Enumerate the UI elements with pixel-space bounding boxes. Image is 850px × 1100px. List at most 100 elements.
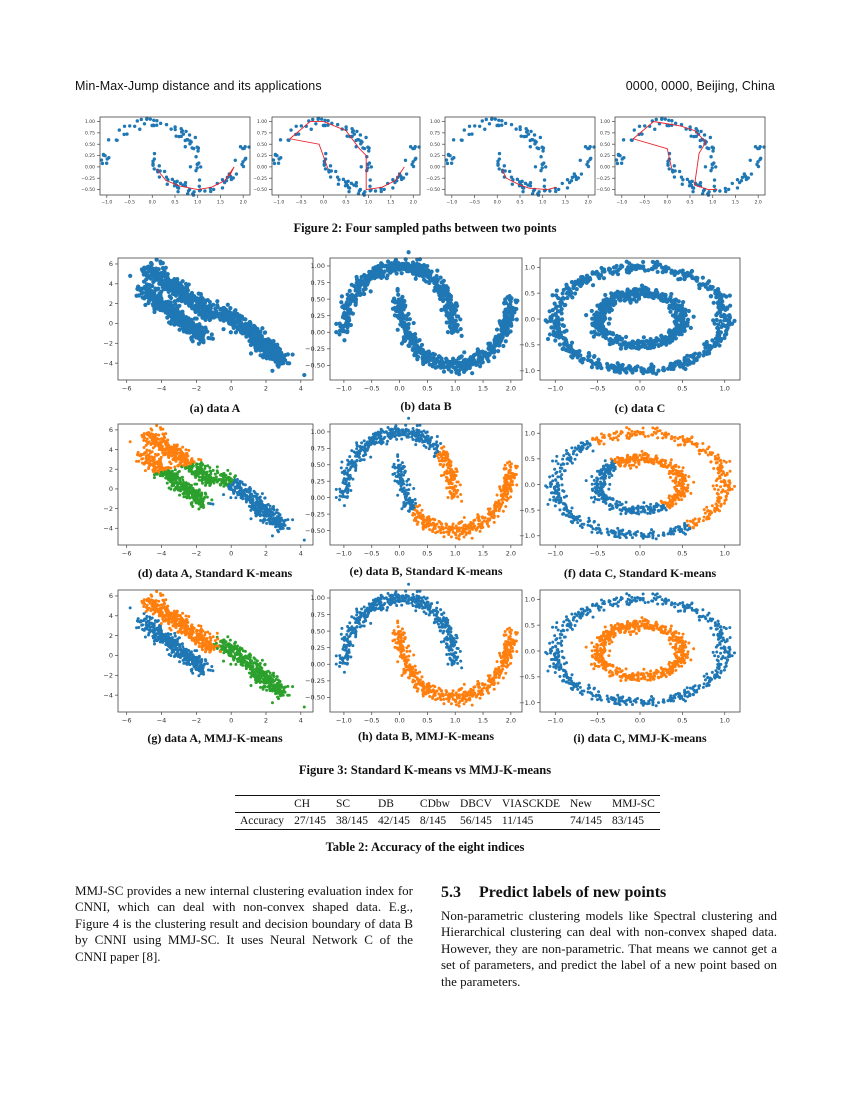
data-point: [535, 146, 539, 150]
data-point: [339, 294, 345, 299]
data-point: [106, 138, 111, 142]
data-point: [599, 265, 604, 271]
data-point: [154, 466, 158, 470]
data-point: [671, 361, 676, 367]
data-point: [628, 300, 633, 305]
data-point: [459, 138, 464, 142]
data-point: [613, 265, 618, 270]
data-point: [540, 162, 544, 167]
data-point: [209, 332, 214, 337]
data-point: [243, 157, 247, 162]
data-point: [541, 149, 545, 153]
data-point: [651, 295, 656, 300]
data-point: [539, 168, 543, 173]
data-point: [150, 302, 155, 307]
data-point: [213, 306, 218, 311]
data-point: [435, 268, 440, 273]
data-point: [623, 294, 629, 299]
data-point: [503, 339, 508, 344]
data-point: [574, 286, 579, 292]
data-point: [704, 351, 709, 357]
data-point: [392, 296, 397, 301]
data-point: [670, 313, 675, 318]
data-point: [570, 175, 575, 180]
data-point: [582, 277, 587, 282]
data-point: [248, 329, 253, 334]
data-point: [358, 133, 363, 137]
data-point: [263, 330, 268, 335]
data-point: [248, 351, 254, 356]
data-point: [537, 190, 541, 194]
data-point: [703, 165, 708, 169]
data-point: [229, 311, 234, 316]
y-tick-label: 1.00: [257, 119, 267, 125]
y-tick-label: 0.00: [257, 164, 267, 170]
data-point: [427, 277, 433, 282]
data-point: [679, 175, 684, 179]
data-point: [406, 250, 411, 255]
data-point: [165, 309, 170, 314]
data-point: [553, 331, 559, 336]
data-point: [356, 137, 360, 142]
data-point: [403, 332, 409, 337]
data-point: [181, 329, 186, 334]
x-tick-label: −1.0: [101, 200, 112, 206]
x-tick-label: −0.5: [296, 200, 307, 206]
data-point: [197, 178, 202, 182]
data-point: [609, 331, 614, 336]
y-tick-label: −1.0: [519, 367, 535, 375]
data-point: [133, 124, 137, 129]
data-point: [457, 360, 462, 365]
data-point: [584, 313, 589, 318]
data-point: [714, 317, 719, 323]
data-point: [550, 293, 555, 298]
data-point: [235, 325, 240, 330]
data-point: [240, 162, 244, 167]
data-point: [457, 355, 462, 360]
data-point: [564, 328, 569, 333]
data-point: [286, 518, 290, 522]
data-point: [585, 357, 591, 363]
data-point: [328, 164, 333, 168]
data-point: [507, 297, 512, 302]
data-point: [354, 184, 359, 188]
data-point: [660, 292, 665, 297]
data-point: [724, 189, 728, 194]
data-point: [665, 123, 669, 128]
data-point: [691, 360, 696, 365]
data-point: [514, 300, 519, 305]
data-point: [258, 495, 262, 499]
data-point: [319, 117, 324, 121]
data-point: [186, 189, 191, 193]
data-point: [194, 316, 199, 321]
data-point: [723, 186, 728, 191]
data-point: [603, 292, 608, 298]
data-point: [692, 134, 696, 139]
data-point: [710, 162, 714, 167]
data-point: [311, 117, 315, 122]
data-point: [531, 189, 536, 193]
data-point: [178, 181, 183, 186]
data-point: [362, 291, 367, 297]
data-point: [565, 178, 570, 182]
data-point: [165, 182, 169, 186]
data-point: [233, 158, 237, 162]
data-point: [187, 448, 191, 452]
data-point: [369, 165, 374, 169]
y-tick-label: 0.25: [311, 312, 325, 320]
data-point: [194, 476, 198, 480]
data-point: [265, 348, 270, 353]
data-point: [639, 283, 645, 288]
data-point: [586, 160, 590, 164]
x-tick-label: −2: [192, 385, 202, 393]
data-point: [668, 363, 673, 369]
data-point: [137, 459, 141, 463]
data-point: [505, 324, 510, 329]
data-point: [184, 297, 189, 302]
data-point: [146, 442, 150, 446]
data-point: [672, 327, 677, 332]
data-point: [679, 325, 684, 331]
data-point: [692, 351, 698, 356]
y-tick-label: 0.50: [311, 295, 325, 303]
y-tick-label: −0.5: [519, 341, 535, 349]
